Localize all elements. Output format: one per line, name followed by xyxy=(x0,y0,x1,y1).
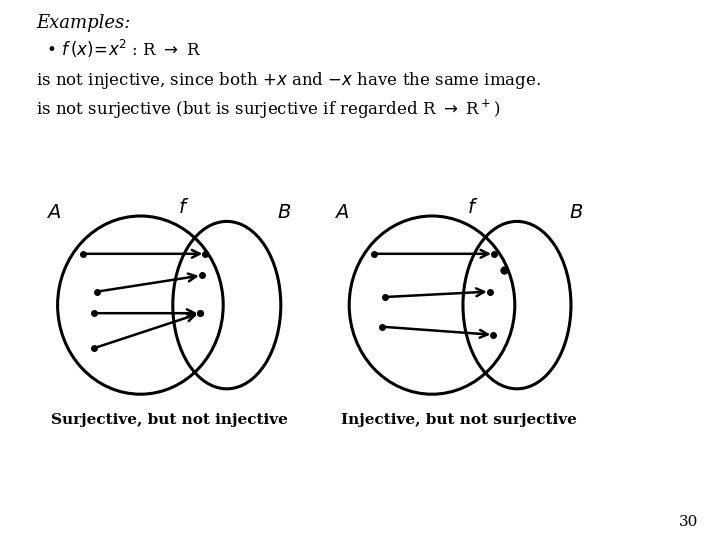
Text: 30: 30 xyxy=(679,515,698,529)
Text: Examples:: Examples: xyxy=(36,14,130,31)
Text: $A$: $A$ xyxy=(47,204,61,222)
Text: $B$: $B$ xyxy=(277,204,292,222)
Text: Injective, but not surjective: Injective, but not surjective xyxy=(341,413,577,427)
Text: $A$: $A$ xyxy=(335,204,349,222)
Text: $f$: $f$ xyxy=(178,198,189,218)
Text: is not surjective (but is surjective if regarded R $\rightarrow$ R$^+$): is not surjective (but is surjective if … xyxy=(36,97,500,120)
Text: $f$: $f$ xyxy=(467,198,479,218)
Text: $B$: $B$ xyxy=(569,204,583,222)
Text: Surjective, but not injective: Surjective, but not injective xyxy=(51,413,287,427)
Text: is not injective, since both $+x$ and $-x$ have the same image.: is not injective, since both $+x$ and $-… xyxy=(36,70,541,91)
Text: • $\mathit{f}\,(x)\!=\!x^2$ : R $\rightarrow$ R: • $\mathit{f}\,(x)\!=\!x^2$ : R $\righta… xyxy=(36,38,201,60)
